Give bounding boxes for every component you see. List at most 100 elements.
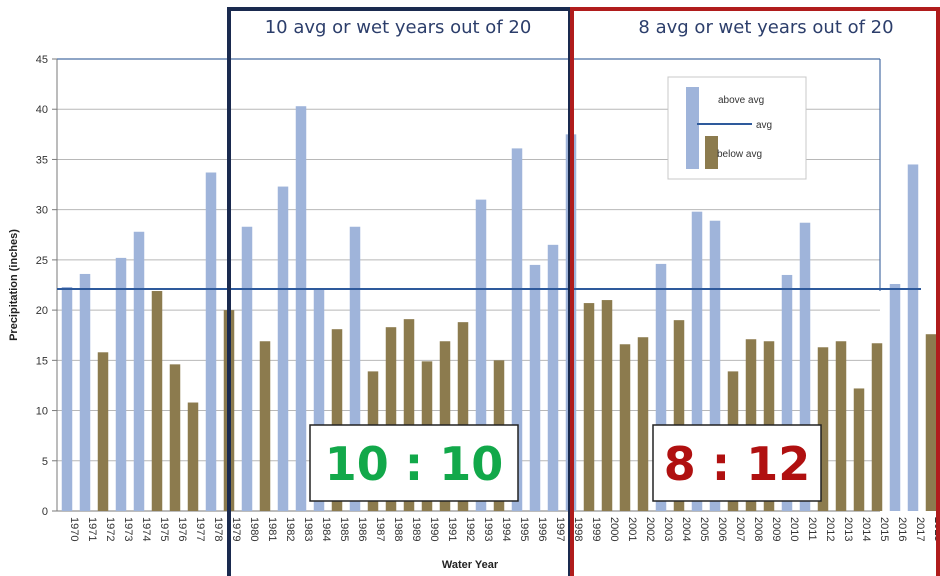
bar-below-avg — [583, 303, 595, 511]
x-tick-label: 1977 — [194, 517, 206, 541]
bar-below-avg — [151, 291, 163, 511]
bar-above-avg — [709, 220, 721, 511]
ratio-box-1 — [309, 424, 519, 502]
x-tick-label: 2012 — [824, 517, 836, 541]
x-tick-label: 1976 — [176, 517, 188, 541]
x-tick-label: 1982 — [284, 517, 296, 541]
x-tick-label: 2016 — [896, 517, 908, 541]
x-tick-label: 1999 — [590, 517, 602, 541]
y-tick-label: 15 — [36, 355, 48, 367]
bar-below-avg — [259, 341, 271, 511]
bar-below-avg — [853, 388, 865, 511]
x-tick-label: 2017 — [914, 517, 926, 541]
x-tick-label: 1995 — [518, 517, 530, 541]
x-tick-label: 1974 — [140, 517, 152, 541]
y-tick-label: 45 — [36, 54, 48, 66]
bar-below-avg — [169, 364, 181, 511]
bar-below-avg — [925, 334, 937, 511]
x-tick-label: 1997 — [554, 517, 566, 541]
bar-below-avg — [457, 322, 469, 511]
bar-below-avg — [403, 319, 415, 511]
bar-below-avg — [187, 402, 199, 511]
bar-above-avg — [511, 148, 523, 511]
y-tick-label: 40 — [36, 104, 48, 116]
x-tick-label: 1970 — [68, 517, 80, 541]
legend-swatch-above — [686, 87, 699, 169]
x-tick-label: 2014 — [860, 517, 872, 541]
bar-below-avg — [871, 343, 883, 511]
y-tick-label: 20 — [36, 305, 48, 317]
bar-above-avg — [799, 222, 811, 512]
y-tick-label: 5 — [42, 456, 48, 468]
x-tick-label: 2009 — [770, 517, 782, 541]
y-tick-label: 35 — [36, 154, 48, 166]
bar-above-avg — [241, 226, 253, 511]
x-tick-label: 1975 — [158, 517, 170, 541]
x-tick-label: 2008 — [752, 517, 764, 541]
bar-below-avg — [601, 300, 613, 511]
y-tick-label: 10 — [36, 406, 48, 418]
x-tick-label: 2015 — [878, 517, 890, 541]
x-tick-label: 1973 — [122, 517, 134, 541]
bar-above-avg — [907, 164, 919, 511]
x-tick-label: 2002 — [644, 517, 656, 541]
x-tick-label: 1996 — [536, 517, 548, 541]
x-tick-label: 1978 — [212, 517, 224, 541]
legend-label-above: above avg — [718, 95, 764, 106]
bar-above-avg — [61, 287, 73, 511]
x-tick-label: 1989 — [410, 517, 422, 541]
x-tick-label: 1981 — [266, 517, 278, 541]
x-tick-label: 1992 — [464, 517, 476, 541]
x-tick-label: 1979 — [230, 517, 242, 541]
legend-label-below: below avg — [717, 149, 762, 160]
x-tick-label: 2001 — [626, 517, 638, 541]
period-title-2: 8 avg or wet years out of 20 — [638, 17, 893, 38]
bar-above-avg — [115, 257, 127, 511]
x-tick-label: 1990 — [428, 517, 440, 541]
bar-above-avg — [529, 264, 541, 511]
x-tick-label: 1994 — [500, 517, 512, 541]
x-tick-label: 1984 — [320, 517, 332, 541]
x-tick-label: 2007 — [734, 517, 746, 541]
x-tick-label: 2013 — [842, 517, 854, 541]
bar-above-avg — [475, 199, 487, 511]
x-tick-label: 1987 — [374, 517, 386, 541]
bar-below-avg — [331, 329, 343, 511]
x-tick-label: 2010 — [788, 517, 800, 541]
x-tick-label: 1991 — [446, 517, 458, 541]
x-tick-label: 2000 — [608, 517, 620, 541]
ratio-label-1: 10 : 10 — [325, 437, 503, 491]
ratio-label-2: 8 : 12 — [664, 437, 810, 491]
y-tick-label: 25 — [36, 255, 48, 267]
bar-below-avg — [673, 320, 685, 511]
x-tick-label: 2011 — [806, 517, 818, 541]
y-tick-label: 30 — [36, 205, 48, 217]
y-tick-label: 0 — [42, 506, 48, 518]
bar-below-avg — [385, 327, 397, 511]
ratio-box-2 — [652, 424, 822, 502]
bar-below-avg — [835, 341, 847, 511]
bar-above-avg — [277, 186, 289, 511]
bar-above-avg — [547, 244, 559, 512]
bar-above-avg — [889, 283, 901, 511]
period-title-1: 10 avg or wet years out of 20 — [265, 17, 532, 38]
bar-above-avg — [133, 231, 145, 511]
x-tick-label: 1998 — [572, 517, 584, 541]
bar-below-avg — [619, 344, 631, 511]
legend-swatch-below — [705, 136, 718, 169]
legend-label-avg: avg — [756, 120, 772, 131]
bar-above-avg — [295, 106, 307, 511]
x-tick-label: 1993 — [482, 517, 494, 541]
x-tick-label: 1986 — [356, 517, 368, 541]
bar-above-avg — [781, 274, 793, 511]
x-tick-label: 2004 — [680, 517, 692, 541]
bar-below-avg — [637, 337, 649, 511]
bar-above-avg — [313, 288, 325, 511]
x-axis-title: Water Year — [442, 559, 499, 571]
bar-below-avg — [97, 352, 109, 511]
bar-below-avg — [817, 347, 829, 511]
x-tick-label: 2006 — [716, 517, 728, 541]
bar-above-avg — [655, 263, 667, 511]
x-tick-label: 1983 — [302, 517, 314, 541]
